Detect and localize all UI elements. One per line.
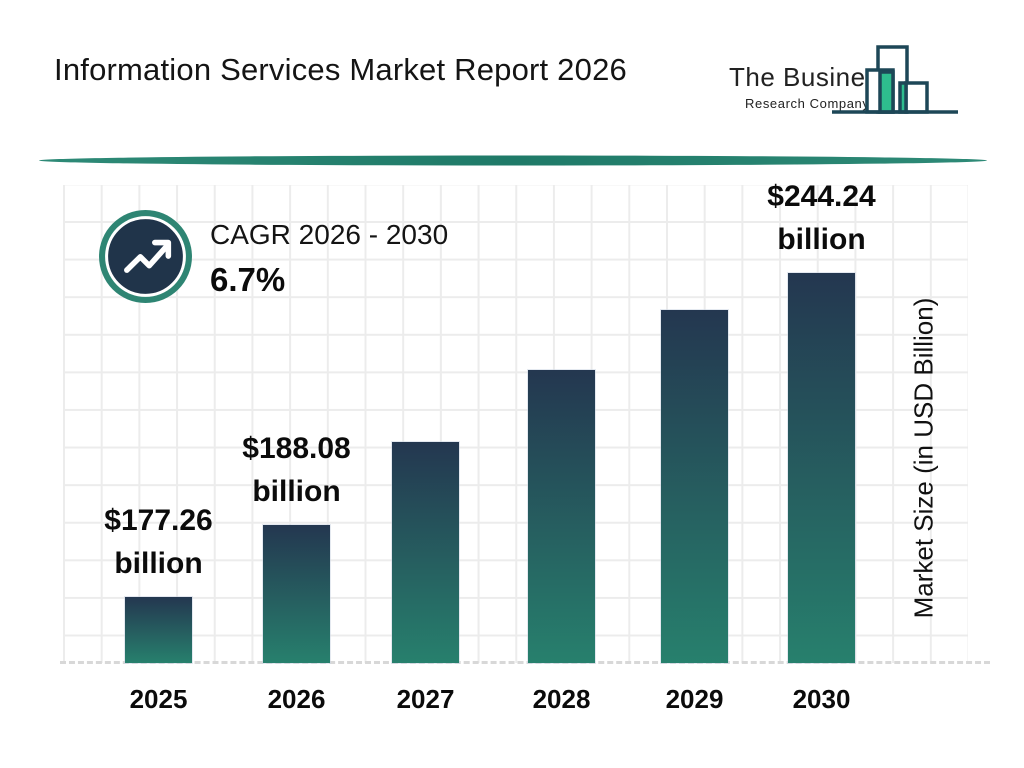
value-label-amount: $177.26 [104,504,213,537]
x-axis-label-2030: 2030 [792,684,851,714]
value-label-amount: $244.24 [767,180,876,213]
x-axis-label-2027: 2027 [396,684,455,714]
company-logo: The Business Research Company [715,38,975,126]
x-axis-label-2028: 2028 [532,684,591,714]
y-axis-label: Market Size (in USD Billion) [908,297,939,619]
bar-2030 [788,273,855,663]
bar-2025 [125,597,192,663]
value-label-2030: $244.24 billion [702,175,942,261]
value-label-unit: billion [777,223,866,256]
value-label-unit: billion [252,475,341,508]
value-label-unit: billion [114,547,203,580]
cagr-value: 6.7% [210,261,286,298]
value-label-2026: $188.08 billion [177,427,417,513]
section-divider [39,155,987,166]
value-label-amount: $188.08 [242,432,351,465]
cagr-period-label: CAGR 2026 - 2030 [210,219,449,250]
logo-subtitle: Research Company [745,96,870,111]
value-label-2025: $177.26 billion [39,499,279,585]
trending-up-icon [99,210,192,303]
skyline-bars-icon [832,45,958,114]
x-axis-label-2025: 2025 [129,684,188,714]
bar-2028 [528,370,595,663]
chart-baseline [60,661,990,664]
logo-name: The Business [729,62,893,92]
bar-2026 [263,525,330,663]
x-axis-label-2029: 2029 [665,684,724,714]
page-title: Information Services Market Report 2026 [54,52,627,87]
bar-2029 [661,310,728,663]
x-axis-label-2026: 2026 [267,684,326,714]
bar-2027 [392,442,459,663]
